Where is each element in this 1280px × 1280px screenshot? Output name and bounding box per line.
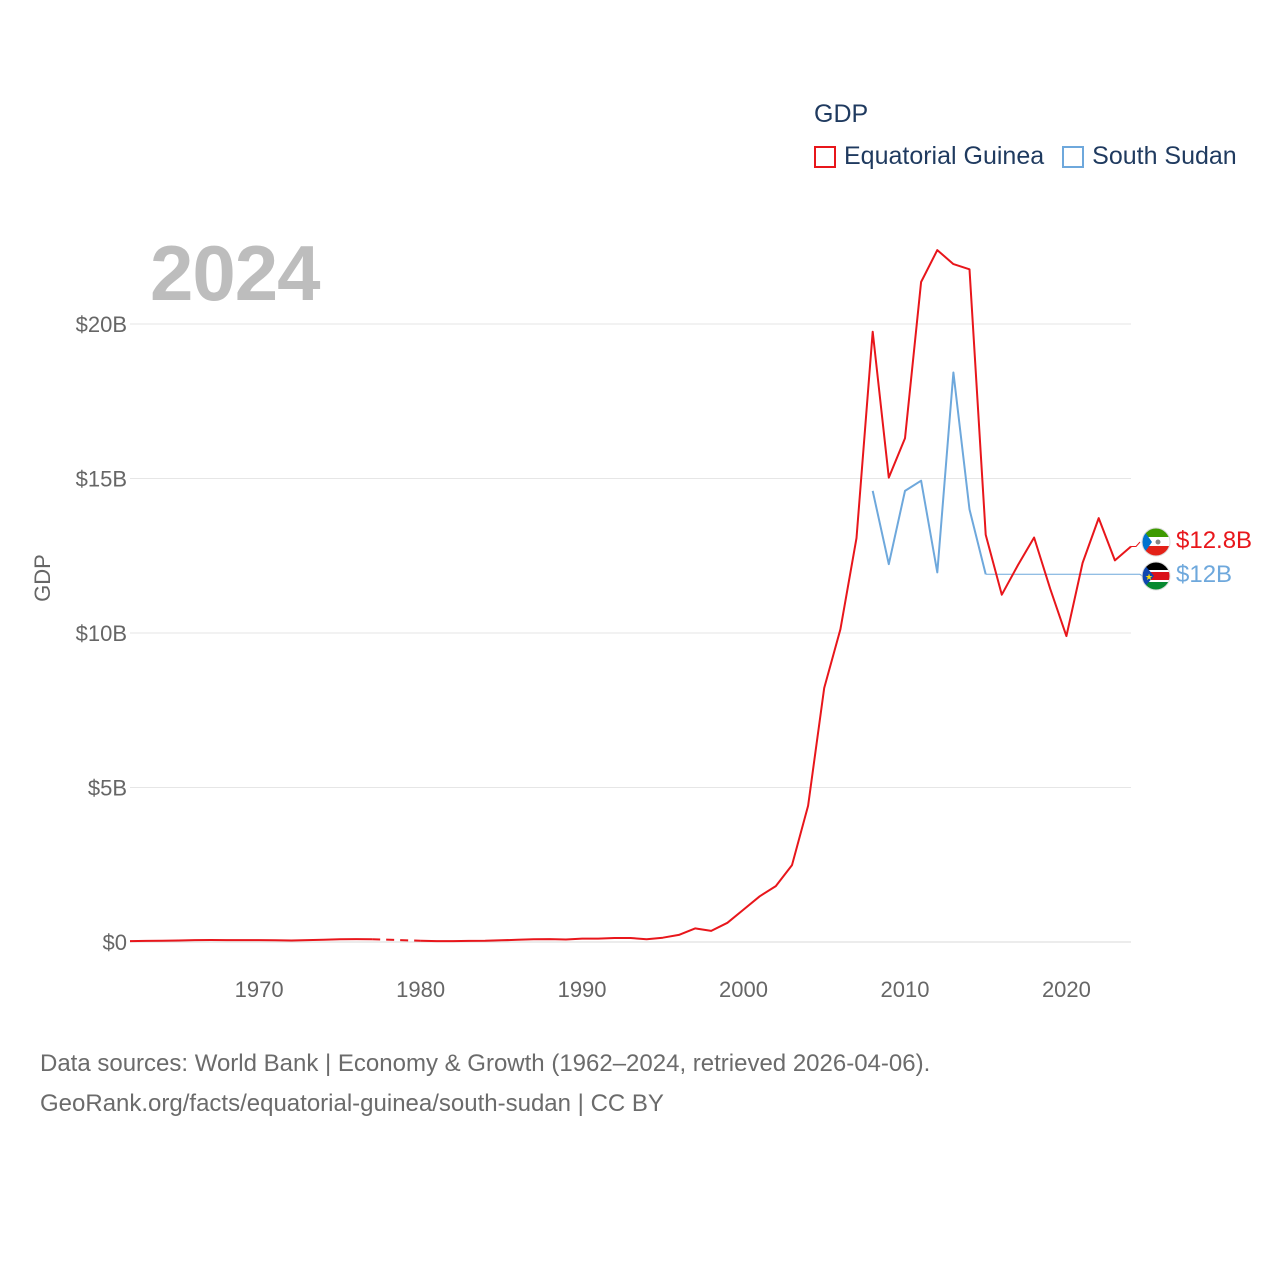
y-tick-label: $15B bbox=[76, 467, 127, 492]
legend: Equatorial Guinea South Sudan bbox=[814, 142, 1255, 171]
source-line-2: GeoRank.org/facts/equatorial-guinea/sout… bbox=[40, 1090, 664, 1117]
current-year-label: 2024 bbox=[150, 229, 321, 317]
legend-label-south-sudan: South Sudan bbox=[1092, 142, 1237, 170]
x-tick-label: 1970 bbox=[235, 977, 284, 1002]
series-lines bbox=[129, 249, 1143, 943]
y-tick-label: $0 bbox=[103, 930, 127, 955]
x-tick-label: 1990 bbox=[558, 977, 607, 1002]
source-note: Data sources: World Bank | Economy & Gro… bbox=[40, 1044, 930, 1124]
source-line-1: Data sources: World Bank | Economy & Gro… bbox=[40, 1050, 931, 1077]
x-axis-ticks: 1970 1980 1990 2000 2010 2020 bbox=[235, 977, 1091, 1002]
equatorial-guinea-flag-icon bbox=[1142, 528, 1170, 556]
gridlines bbox=[130, 323, 1131, 943]
legend-item-south-sudan[interactable]: South Sudan bbox=[1062, 142, 1237, 171]
end-labels: ★ $12.8B $12B bbox=[1141, 527, 1252, 591]
svg-text:★: ★ bbox=[1145, 573, 1153, 583]
x-tick-label: 1980 bbox=[396, 977, 445, 1002]
equatorial-guinea-end-value: $12.8B bbox=[1176, 527, 1252, 554]
south-sudan-flag-icon: ★ bbox=[1142, 562, 1170, 590]
legend-swatch-south-sudan bbox=[1062, 145, 1085, 168]
series-line-south-sudan bbox=[871, 371, 987, 575]
equatorial-guinea-gap-line bbox=[372, 938, 421, 942]
series-line-equatorial-guinea-early bbox=[129, 938, 373, 943]
y-tick-label: $20B bbox=[76, 312, 127, 337]
x-tick-label: 2020 bbox=[1042, 977, 1091, 1002]
legend-swatch-equatorial-guinea bbox=[814, 145, 836, 168]
equatorial-guinea-leader-line bbox=[1131, 541, 1141, 547]
series-line-equatorial-guinea bbox=[420, 249, 1132, 943]
south-sudan-end-value: $12B bbox=[1176, 561, 1232, 588]
y-tick-label: $10B bbox=[76, 621, 127, 646]
legend-label-equatorial-guinea: Equatorial Guinea bbox=[844, 142, 1045, 170]
x-tick-label: 2000 bbox=[719, 977, 768, 1002]
x-tick-label: 2010 bbox=[880, 977, 929, 1002]
y-tick-label: $5B bbox=[88, 776, 127, 801]
legend-title: GDP bbox=[814, 100, 869, 128]
legend-item-equatorial-guinea[interactable]: Equatorial Guinea bbox=[814, 142, 1044, 171]
y-axis-title: GDP bbox=[30, 554, 55, 602]
y-axis-ticks: $0 $5B $10B $15B $20B bbox=[76, 312, 127, 955]
